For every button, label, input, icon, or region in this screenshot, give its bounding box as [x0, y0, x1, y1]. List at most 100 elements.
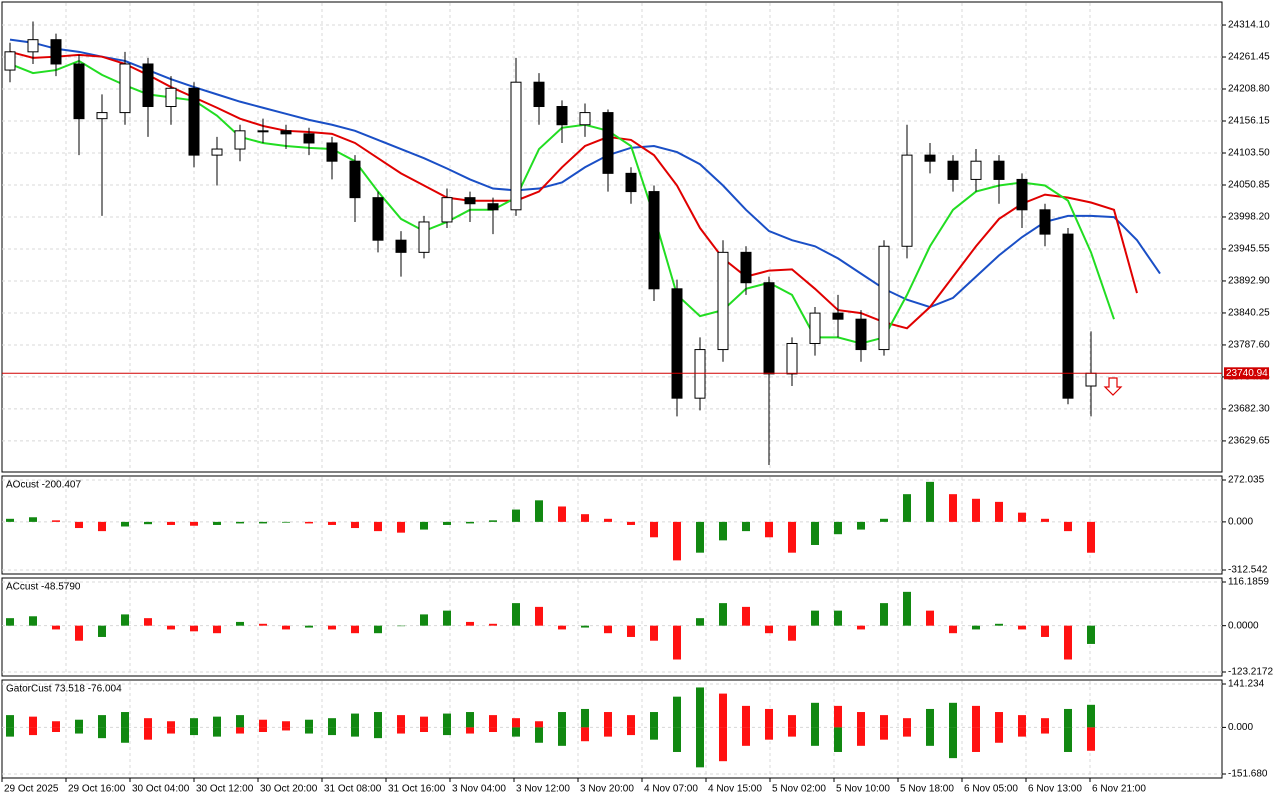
histogram-bar — [834, 705, 842, 728]
histogram-bar — [167, 721, 175, 728]
panel-title: ACcust -48.5790 — [6, 582, 81, 593]
panel-frame — [1, 475, 1223, 575]
panel-frame — [1, 679, 1223, 779]
histogram-bar — [903, 494, 911, 522]
y-tick-label: -312.542 — [1228, 565, 1268, 576]
histogram-bar — [558, 625, 566, 630]
histogram-bar — [673, 521, 681, 561]
histogram-bar — [650, 521, 658, 538]
histogram-bar — [144, 727, 152, 740]
candle-body — [648, 191, 660, 290]
y-tick-label: 23682.30 — [1228, 404, 1270, 415]
candle-body — [27, 39, 39, 53]
histogram-bar — [98, 625, 106, 637]
histogram-bar — [696, 618, 704, 626]
histogram-bar — [305, 727, 313, 734]
histogram-bar — [420, 521, 428, 530]
histogram-bar — [949, 494, 957, 522]
histogram-bar — [926, 610, 934, 626]
histogram-bar — [949, 702, 957, 728]
histogram-bar — [328, 727, 336, 736]
histogram-bar — [696, 727, 704, 768]
x-tick-label: 4 Nov 15:00 — [708, 784, 762, 795]
histogram-bar — [259, 521, 267, 524]
candle-body — [556, 106, 568, 126]
histogram-bar — [351, 625, 359, 634]
histogram-bar — [98, 521, 106, 532]
histogram-bar — [995, 712, 1003, 728]
histogram-bar — [236, 727, 244, 734]
histogram-bar — [397, 715, 405, 728]
x-tick-label: 5 Nov 10:00 — [836, 784, 890, 795]
histogram-bar — [834, 727, 842, 752]
histogram-bar — [374, 521, 382, 532]
candle-body — [303, 133, 315, 144]
histogram-bar — [374, 625, 382, 634]
histogram-bar — [466, 621, 474, 626]
histogram-bar — [466, 727, 474, 734]
candle-body — [740, 251, 752, 284]
histogram-bar — [765, 625, 773, 634]
histogram-bar — [397, 727, 405, 734]
histogram-bar — [6, 715, 14, 728]
current-price-box — [1224, 367, 1269, 380]
histogram-bar — [627, 715, 635, 728]
histogram-bar — [788, 715, 796, 728]
candle-body — [418, 221, 430, 253]
x-tick-label: 6 Nov 21:00 — [1092, 784, 1146, 795]
histogram-bar — [512, 603, 520, 626]
histogram-bar — [52, 727, 60, 733]
histogram-bar — [581, 514, 589, 522]
candle-body — [533, 81, 545, 108]
histogram-bar — [29, 727, 37, 736]
histogram-bar — [52, 625, 60, 630]
candle-body — [602, 112, 614, 174]
histogram-bar — [167, 727, 175, 734]
histogram-bar — [489, 727, 497, 733]
candle-body — [970, 160, 982, 180]
x-tick-label: 4 Nov 07:00 — [644, 784, 698, 795]
candle-body — [947, 160, 959, 180]
candle-body — [188, 87, 200, 156]
histogram-bar — [581, 708, 589, 728]
candle-body — [1039, 209, 1051, 235]
histogram-bar — [834, 610, 842, 626]
histogram-bar — [190, 625, 198, 632]
histogram-bar — [972, 498, 980, 522]
histogram-bar — [834, 521, 842, 535]
histogram-bar — [972, 625, 980, 630]
x-tick-label: 30 Oct 12:00 — [196, 784, 254, 795]
histogram-bar — [75, 727, 83, 734]
histogram-bar — [351, 521, 359, 529]
histogram-bar — [719, 727, 727, 762]
y-tick-label: 24103.50 — [1228, 148, 1270, 159]
x-tick-label: 31 Oct 08:00 — [324, 784, 382, 795]
histogram-bar — [604, 625, 612, 634]
histogram-bar — [857, 727, 865, 746]
histogram-bar — [1064, 521, 1072, 532]
candle-body — [441, 197, 453, 223]
histogram-bar — [1064, 708, 1072, 728]
histogram-bar — [512, 509, 520, 522]
histogram-bar — [213, 521, 221, 525]
histogram-bar — [880, 518, 888, 522]
histogram-bar — [6, 727, 14, 737]
y-tick-label: 23787.60 — [1228, 340, 1270, 351]
candle-body — [119, 63, 131, 114]
candle-body — [786, 342, 798, 375]
histogram-bar — [857, 625, 865, 630]
histogram-bar — [949, 727, 957, 759]
y-tick-label: -123.2172 — [1228, 667, 1273, 678]
histogram-bar — [282, 625, 290, 630]
histogram-bar — [926, 727, 934, 746]
histogram-bar — [190, 718, 198, 728]
candle-body — [1085, 372, 1097, 387]
histogram-bar — [742, 705, 750, 728]
candle-body — [234, 130, 246, 150]
candle-body — [1062, 233, 1074, 399]
histogram-bar — [903, 591, 911, 626]
histogram-bar — [305, 521, 313, 524]
candle-body — [832, 312, 844, 320]
histogram-bar — [213, 625, 221, 634]
